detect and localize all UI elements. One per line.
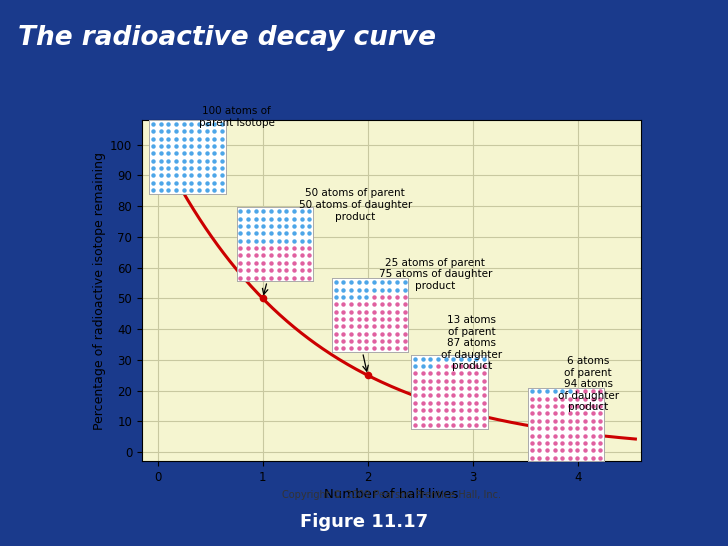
Text: Copyright © 2009 Pearson Prentice Hall, Inc.: Copyright © 2009 Pearson Prentice Hall, … xyxy=(282,490,501,500)
Text: The radioactive decay curve: The radioactive decay curve xyxy=(18,25,436,51)
Y-axis label: Percentage of radioactive isotope remaining: Percentage of radioactive isotope remain… xyxy=(93,152,106,430)
Text: 50 atoms of parent
50 atoms of daughter
product: 50 atoms of parent 50 atoms of daughter … xyxy=(298,188,412,222)
X-axis label: Number of half-lives: Number of half-lives xyxy=(324,488,459,501)
Text: 25 atoms of parent
75 atoms of daughter
product: 25 atoms of parent 75 atoms of daughter … xyxy=(379,258,492,291)
Text: 6 atoms
of parent
94 atoms
of daughter
product: 6 atoms of parent 94 atoms of daughter p… xyxy=(558,356,619,412)
Text: 13 atoms
of parent
87 atoms
of daughter
product: 13 atoms of parent 87 atoms of daughter … xyxy=(441,315,502,371)
Text: 100 atoms of
parent Isotope: 100 atoms of parent Isotope xyxy=(199,106,274,128)
Text: Figure 11.17: Figure 11.17 xyxy=(300,513,428,531)
